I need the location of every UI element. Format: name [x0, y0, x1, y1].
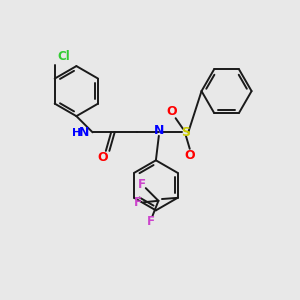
Text: O: O [184, 149, 195, 162]
Text: N: N [154, 124, 165, 137]
Text: N: N [79, 126, 89, 140]
Text: F: F [147, 215, 155, 228]
Text: F: F [138, 178, 146, 191]
Text: O: O [167, 105, 177, 118]
Text: O: O [98, 152, 108, 164]
Text: S: S [181, 126, 190, 139]
Text: F: F [134, 196, 142, 209]
Text: H: H [72, 128, 81, 138]
Text: Cl: Cl [57, 50, 70, 63]
